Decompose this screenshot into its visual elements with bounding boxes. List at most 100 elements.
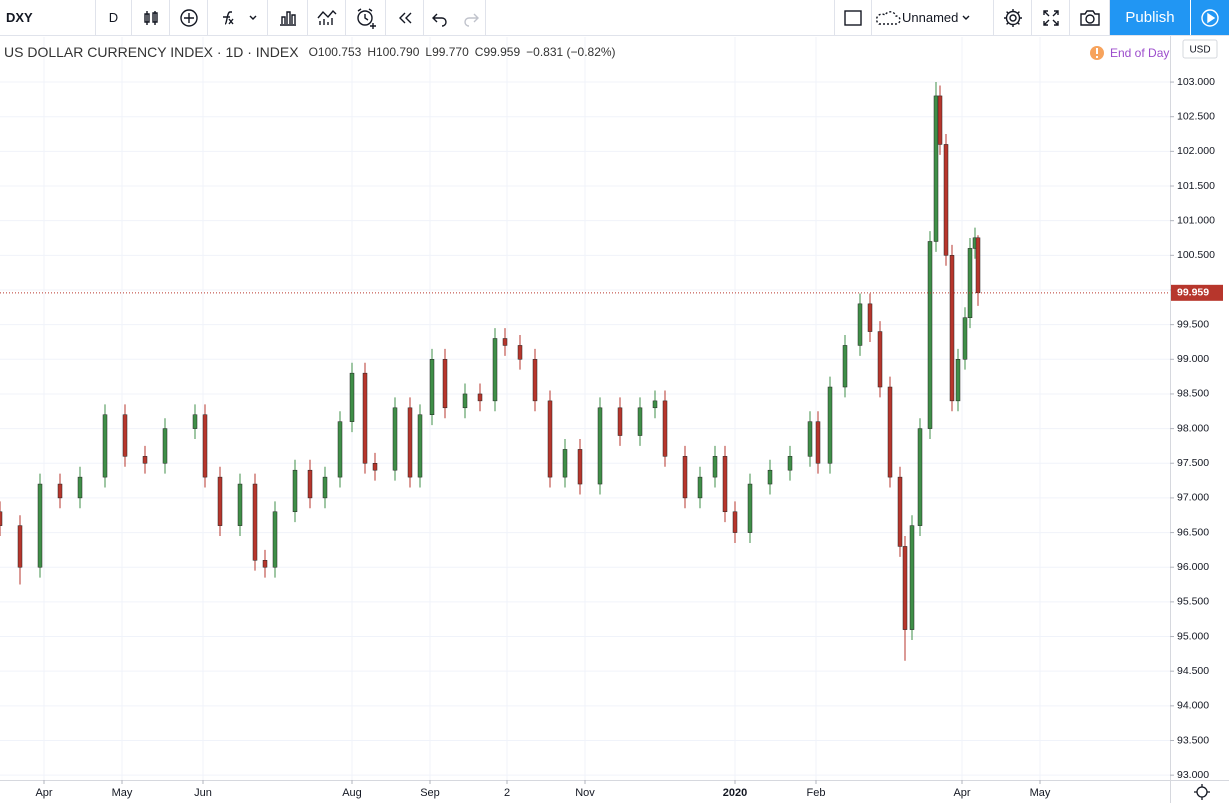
price-axis-bg — [1170, 36, 1229, 803]
play-button[interactable] — [1191, 0, 1229, 35]
x-tick-label: Sep — [420, 787, 440, 799]
candle-body — [909, 525, 915, 630]
candle-body — [477, 393, 483, 402]
x-tick-label: 2 — [504, 787, 510, 799]
y-tick-label: 95.000 — [1177, 630, 1209, 642]
candle-body — [492, 338, 498, 402]
publish-button[interactable]: Publish — [1110, 0, 1190, 35]
ohlc-label: H — [367, 45, 376, 59]
x-tick-label: Apr — [35, 787, 52, 799]
y-tick-label: 100.500 — [1177, 249, 1215, 261]
y-tick-label: 93.500 — [1177, 734, 1209, 746]
candle-body — [102, 414, 108, 478]
layout-name: Unnamed — [902, 10, 959, 25]
undo-button[interactable] — [424, 0, 456, 35]
candle-body — [933, 95, 939, 242]
compare-button[interactable] — [170, 0, 208, 35]
x-tick-label: Nov — [575, 787, 595, 799]
x-tick-label: Feb — [807, 787, 826, 799]
candle-body — [597, 407, 603, 485]
chart-type-button[interactable] — [132, 0, 170, 35]
settings-icon[interactable] — [1194, 784, 1210, 800]
candle-body — [202, 414, 208, 478]
ohlc-value: 99.959 — [483, 45, 520, 59]
candle-body — [712, 456, 718, 478]
candle-body — [392, 407, 398, 471]
fullscreen-button[interactable] — [1032, 0, 1070, 35]
candle-body — [252, 483, 258, 561]
candle-body — [722, 456, 728, 513]
candle-body — [967, 248, 973, 318]
candle-body — [949, 255, 955, 402]
ohlc-label: C — [475, 45, 484, 59]
fullscreen-select-button[interactable] — [834, 0, 872, 35]
symbol-button[interactable]: DXY — [0, 0, 96, 35]
y-tick-label: 101.000 — [1177, 214, 1215, 226]
candle-body — [937, 95, 943, 145]
y-tick-label: 103.000 — [1177, 76, 1215, 88]
candle-body — [815, 421, 821, 464]
x-tick-label: Jun — [194, 787, 212, 799]
candle-body — [272, 511, 278, 568]
y-tick-label: 97.500 — [1177, 457, 1209, 469]
candle-body — [975, 237, 981, 294]
ohlc-value: 100.790 — [376, 45, 420, 59]
candle-body — [547, 400, 553, 478]
candle-body — [349, 372, 355, 422]
ohlc-label: L — [425, 45, 432, 59]
redo-button[interactable] — [456, 0, 486, 35]
x-tick-label: May — [112, 787, 133, 799]
candle-body — [842, 345, 848, 388]
layout-button[interactable]: Unnamed — [872, 0, 994, 35]
candle-body — [532, 359, 538, 402]
grid — [0, 37, 1170, 780]
candle-body — [867, 303, 873, 332]
candle-body — [857, 303, 863, 346]
currency: USD — [1189, 45, 1210, 56]
candle-body — [962, 317, 968, 360]
candle-body — [577, 449, 583, 485]
candle-body — [142, 456, 148, 464]
toolbar: DXY D Unnamed Publish — [0, 0, 1229, 36]
snapshot-button[interactable] — [1070, 0, 1110, 35]
templates-button[interactable] — [268, 0, 308, 35]
candle-body — [502, 338, 508, 346]
candle-body — [887, 386, 893, 478]
x-tick-label: Apr — [953, 787, 970, 799]
status-icon-bar — [1096, 48, 1098, 54]
compare-chart-button[interactable] — [308, 0, 346, 35]
candle-body — [192, 414, 198, 429]
replay-button[interactable] — [386, 0, 424, 35]
alert-button[interactable] — [346, 0, 386, 35]
candle-body — [57, 483, 63, 499]
y-tick-label: 99.000 — [1177, 353, 1209, 365]
candle-body — [955, 359, 961, 402]
y-tick-label: 94.500 — [1177, 665, 1209, 677]
candle-body — [637, 407, 643, 436]
candle-body — [517, 345, 523, 360]
candle-body — [237, 483, 243, 526]
candle-body — [662, 400, 668, 457]
candle-body — [562, 449, 568, 478]
candle-body — [337, 421, 343, 478]
indicators-button[interactable] — [208, 0, 268, 35]
y-tick-label: 98.500 — [1177, 388, 1209, 400]
candle-body — [37, 483, 43, 568]
candle-body — [462, 393, 468, 409]
candle-body — [807, 421, 813, 457]
candle-body — [767, 469, 773, 485]
y-tick-label: 101.500 — [1177, 180, 1215, 192]
interval-button[interactable]: D — [96, 0, 132, 35]
y-tick-label: 97.000 — [1177, 492, 1209, 504]
settings-button[interactable] — [994, 0, 1032, 35]
chart-title: US DOLLAR CURRENCY INDEX · 1D · INDEX — [4, 44, 299, 60]
candle-body — [262, 560, 268, 568]
ohlc-label: O — [309, 45, 318, 59]
status[interactable]: End of Day — [1110, 46, 1169, 60]
candle-body — [617, 407, 623, 436]
candle-body — [162, 428, 168, 464]
y-tick-label: 98.000 — [1177, 422, 1209, 434]
candle-body — [217, 476, 223, 526]
